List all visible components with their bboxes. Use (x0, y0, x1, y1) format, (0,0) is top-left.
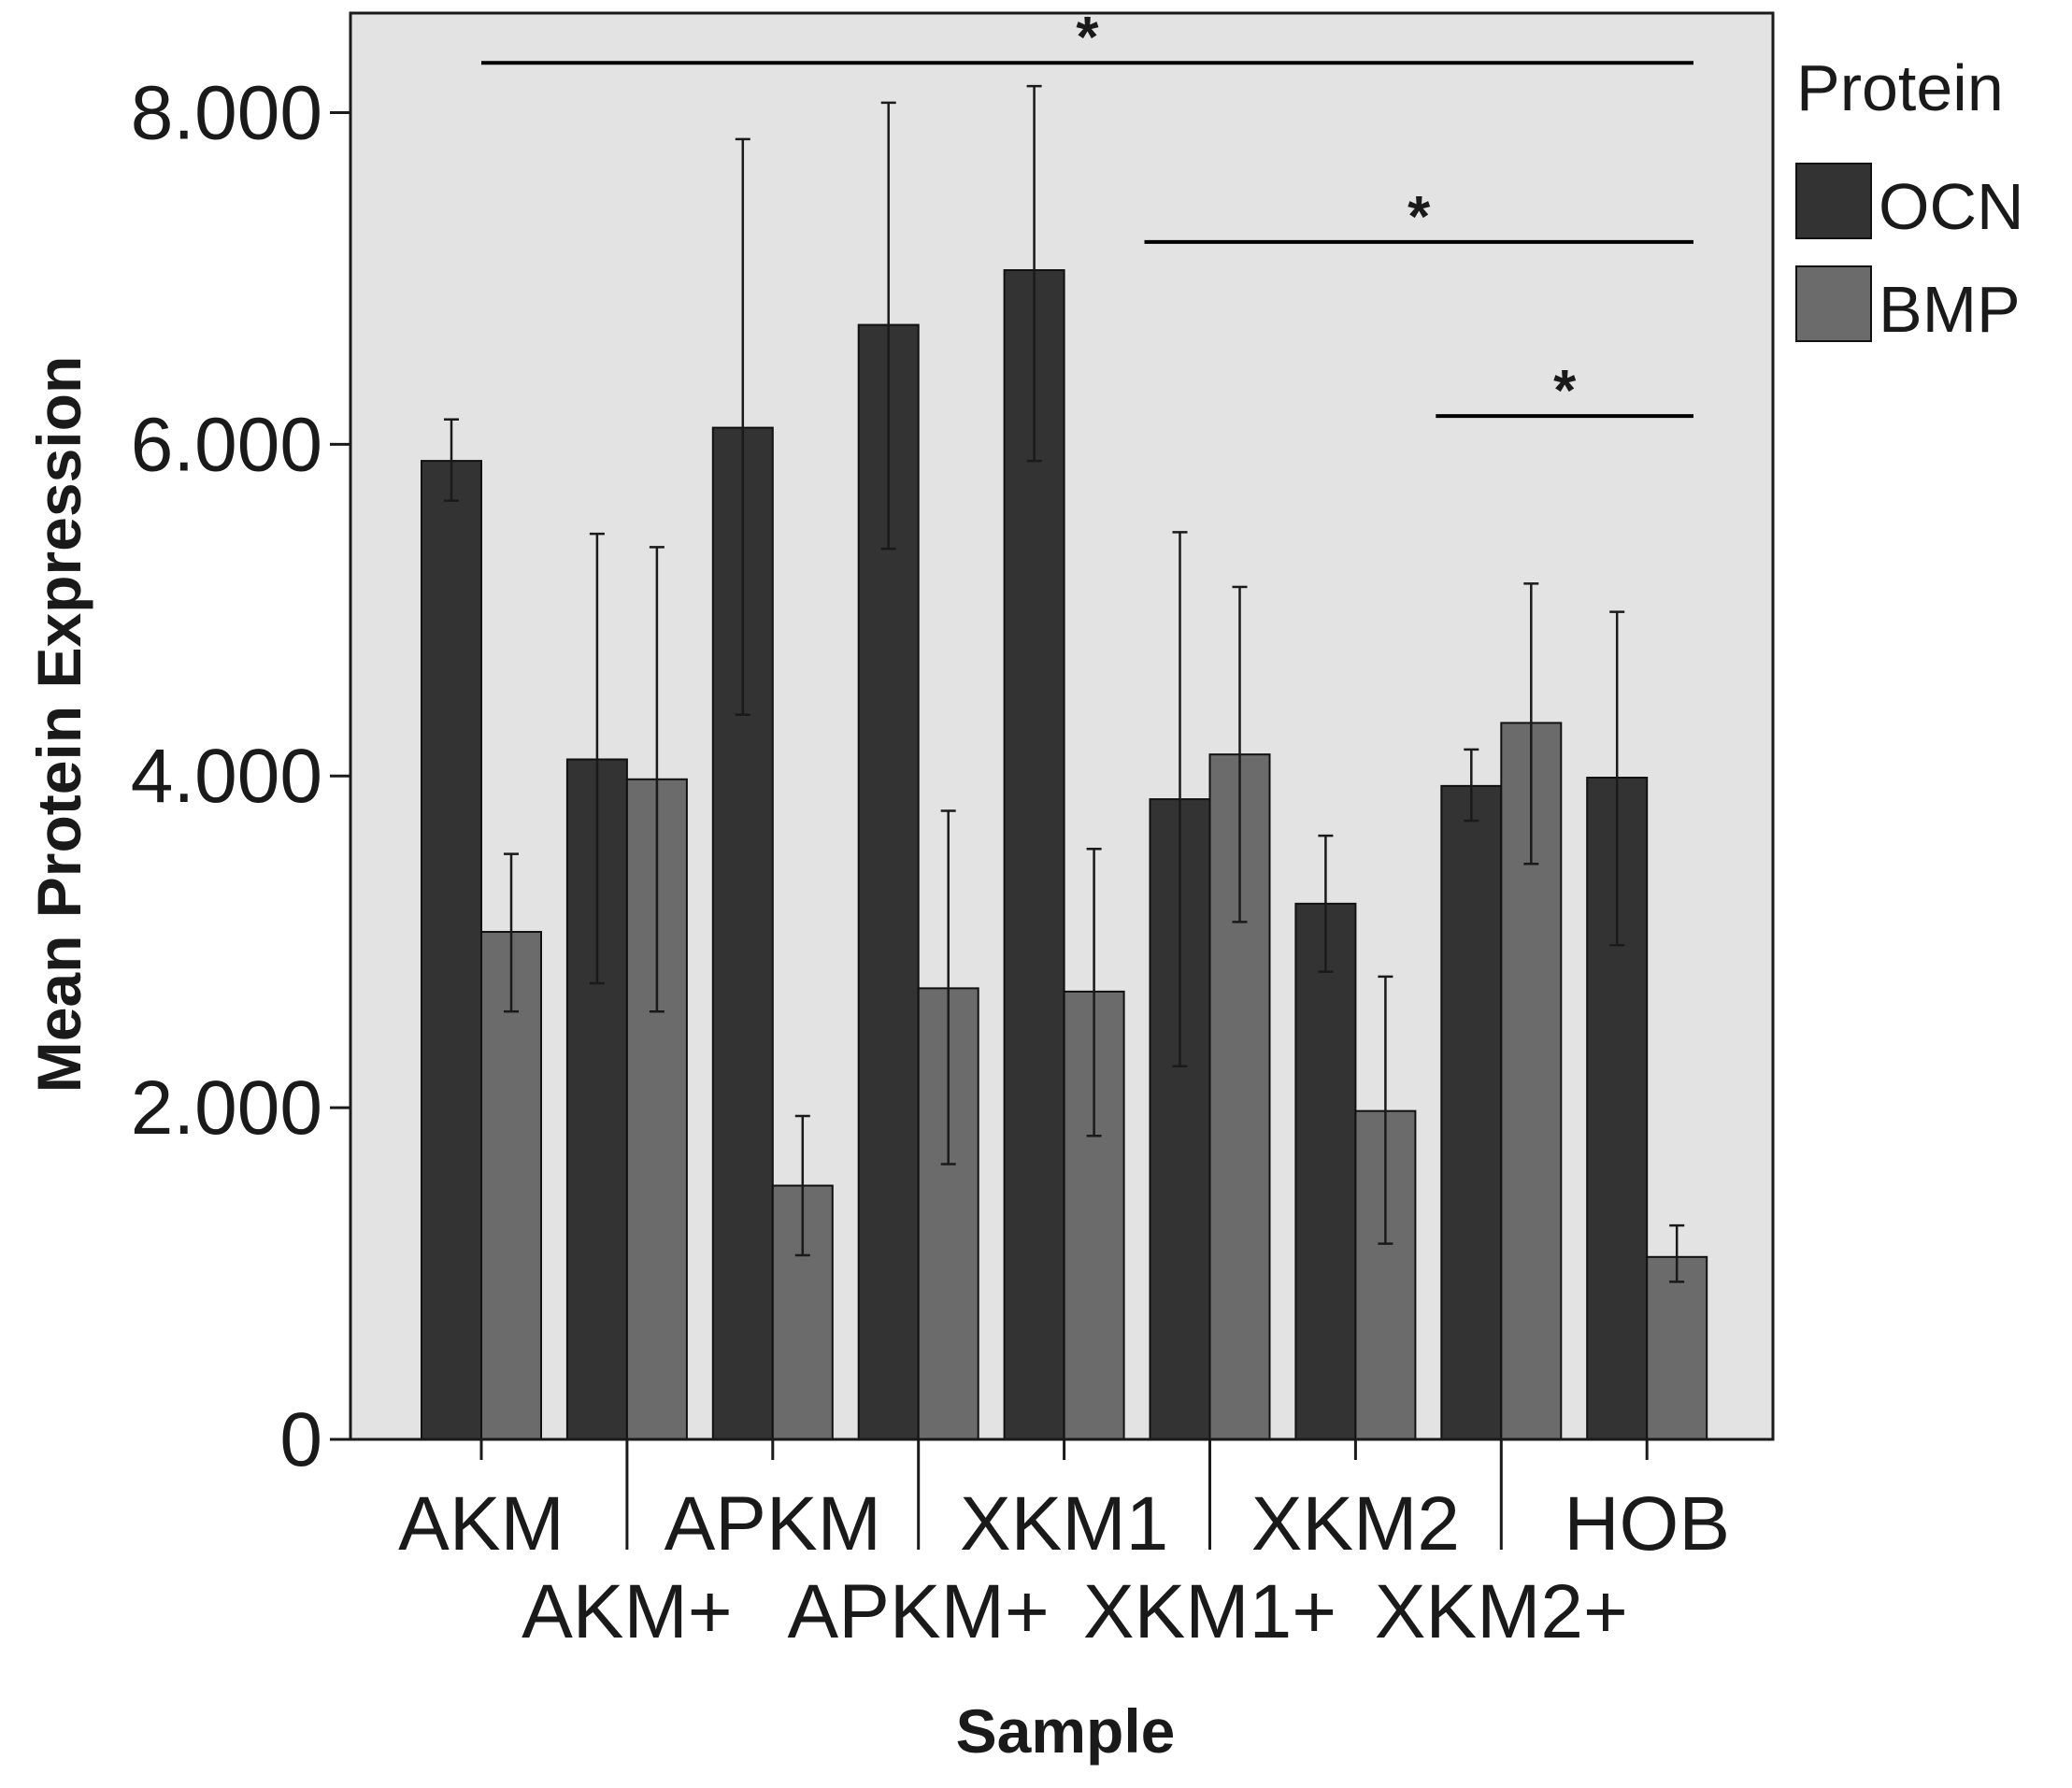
x-tick-label-xkm2-plus: XKM2+ (1375, 1569, 1628, 1654)
x-axis-title: Sample (956, 1696, 1176, 1766)
legend-label-bmp: BMP (1879, 273, 2021, 346)
y-tick-label: 0 (279, 1397, 322, 1482)
bar-ocn-xkm1 (1003, 269, 1065, 1440)
legend-swatch-ocn (1795, 163, 1872, 239)
x-tick-label-hob: HOB (1564, 1481, 1730, 1566)
y-tick-label: 2.000 (131, 1066, 322, 1151)
x-tick-label-akm: AKM (398, 1481, 564, 1566)
x-tick-label-xkm2: XKM2 (1251, 1481, 1460, 1566)
x-tick-label-apkm: APKM (664, 1481, 881, 1566)
significance-marker: * (1553, 359, 1577, 423)
significance-layer: * * * (481, 6, 1693, 423)
x-tick-label-akm-plus: AKM+ (522, 1569, 733, 1654)
legend-swatch-bmp (1795, 265, 1872, 342)
bar-bmp-xkm2-plus (1500, 722, 1563, 1440)
bar-bmp-hob (1646, 1255, 1708, 1441)
x-tick-label-xkm1: XKM1 (960, 1481, 1168, 1566)
x-tick-label-xkm1-plus: XKM1+ (1083, 1569, 1336, 1654)
y-tick-label: 6.000 (131, 402, 322, 487)
bar-ocn-xkm2 (1294, 902, 1357, 1440)
y-tick-label: 8.000 (131, 70, 322, 155)
y-tick-label: 4.000 (131, 734, 322, 819)
x-tick-label-apkm-plus: APKM+ (788, 1569, 1050, 1654)
legend: Protein OCN BMP (1795, 51, 2024, 346)
significance-marker: * (1076, 6, 1099, 70)
significance-marker: * (1408, 185, 1431, 250)
bar-ocn-akm (421, 460, 482, 1440)
error-bars-layer (444, 84, 1685, 1283)
bar-ocn-xkm2-plus (1440, 784, 1503, 1440)
legend-label-ocn: OCN (1879, 170, 2024, 243)
legend-title: Protein (1796, 51, 2004, 124)
y-axis-title: Mean Protein Expression (24, 356, 93, 1094)
y-axis-ticks: 0 2.000 4.000 6.000 8.000 (131, 70, 350, 1482)
